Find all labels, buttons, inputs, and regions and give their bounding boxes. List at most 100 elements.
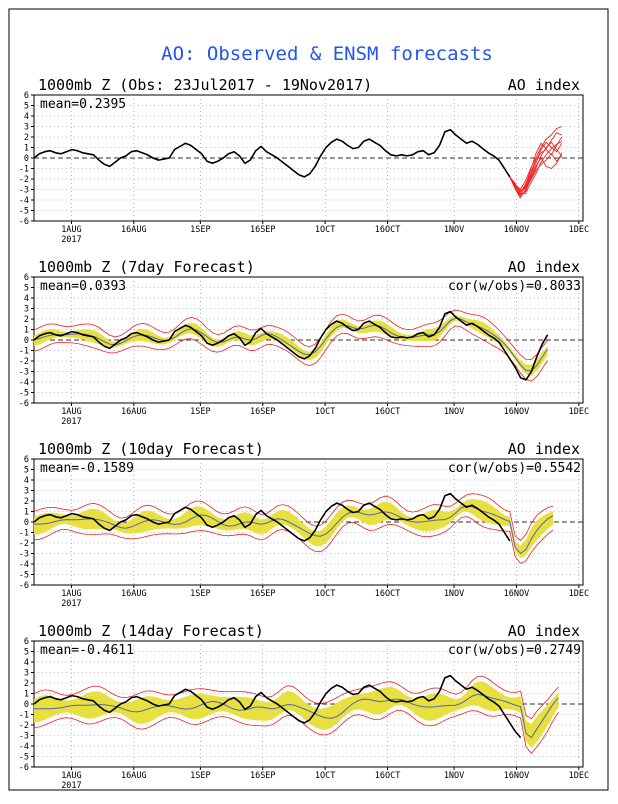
x-tick-label: 1OCT [315, 225, 335, 235]
y-tick-label: -4 [19, 560, 29, 570]
index-label: AO index [508, 258, 580, 276]
ensemble-max-line [33, 493, 554, 541]
x-tick-label: 16OCT [375, 589, 401, 599]
y-tick-label: 0 [24, 700, 29, 710]
y-tick-label: 2 [24, 133, 29, 143]
y-tick-label: 6 [24, 637, 29, 647]
x-tick-label: 16SEP [250, 407, 276, 417]
y-tick-label: -5 [19, 753, 29, 763]
x-tick-label: 1DEC [569, 225, 589, 235]
x-tick-label: 16SEP [250, 771, 276, 781]
observed-ao-line [33, 492, 511, 542]
ensemble-mean-line [34, 505, 554, 555]
y-tick-label: -1 [19, 529, 29, 539]
panel-1: 1000mb Z (Obs: 23Jul2017 - 19Nov2017) AO … [19, 76, 589, 245]
y-tick-label: 2 [24, 497, 29, 507]
figure-title: AO: Observed & ENSM forecasts [161, 43, 493, 65]
x-tick-label: 1OCT [315, 771, 335, 781]
x-tick-label: 1NOV [444, 589, 464, 599]
x-tick-label: 1NOV [444, 771, 464, 781]
y-tick-label: 3 [24, 123, 29, 133]
ensemble-mean-line [34, 693, 559, 739]
y-tick-label: -2 [19, 175, 29, 185]
y-tick-label: -5 [19, 389, 29, 399]
y-tick-label: 1 [24, 326, 29, 336]
y-tick-label: -4 [19, 196, 29, 206]
panel-3: 1000mb Z (10day Forecast) AO index 6543210… [19, 440, 589, 609]
ensemble-max-line [33, 309, 548, 360]
index-label: AO index [508, 76, 580, 94]
y-tick-label: 5 [24, 102, 29, 112]
panel-2: 1000mb Z (7day Forecast) AO index6543210-… [19, 258, 589, 427]
correlation-label: cor(w/obs)=0.2749 [448, 643, 581, 658]
y-tick-label: 1 [24, 508, 29, 518]
panel-title: 1000mb Z (7day Forecast) [38, 258, 255, 276]
y-tick-label: 2 [24, 679, 29, 689]
mean-label: mean=-0.1589 [40, 461, 134, 476]
y-tick-label: -1 [19, 347, 29, 357]
x-year-label: 2017 [61, 417, 81, 427]
y-tick-label: -5 [19, 207, 29, 217]
y-tick-label: 3 [24, 487, 29, 497]
y-tick-label: -4 [19, 378, 29, 388]
x-tick-label: 16AUG [121, 589, 147, 599]
y-tick-label: 2 [24, 315, 29, 325]
x-tick-label: 1AUG [61, 407, 81, 417]
correlation-label: cor(w/obs)=0.5542 [448, 461, 581, 476]
y-tick-label: 0 [24, 154, 29, 164]
x-tick-label: 16NOV [504, 589, 530, 599]
y-tick-label: 6 [24, 455, 29, 465]
x-tick-label: 1AUG [61, 589, 81, 599]
forecast-member-line [509, 126, 562, 191]
y-tick-label: -1 [19, 165, 29, 175]
x-tick-label: 1OCT [315, 589, 335, 599]
x-tick-label: 16AUG [121, 771, 147, 781]
x-tick-label: 1DEC [569, 771, 589, 781]
y-tick-label: 5 [24, 284, 29, 294]
y-tick-label: 3 [24, 669, 29, 679]
x-tick-label: 16NOV [504, 771, 530, 781]
mean-label: mean=0.2395 [40, 97, 126, 112]
y-tick-label: 4 [24, 658, 29, 668]
mean-label: mean=0.0393 [40, 279, 126, 294]
x-tick-label: 1SEP [190, 589, 210, 599]
x-tick-label: 16OCT [375, 407, 401, 417]
ensemble-spread [34, 499, 554, 559]
x-tick-label: 1SEP [190, 407, 210, 417]
ensemble-min-line [33, 325, 548, 382]
panel-title: 1000mb Z (Obs: 23Jul2017 - 19Nov2017) [38, 76, 372, 94]
x-tick-label: 1SEP [190, 225, 210, 235]
y-tick-label: -2 [19, 357, 29, 367]
ensemble-spread [34, 681, 559, 749]
mean-label: mean=-0.4611 [40, 643, 134, 658]
observed-ao-line [33, 128, 511, 178]
x-tick-label: 1NOV [444, 407, 464, 417]
x-tick-label: 16NOV [504, 407, 530, 417]
panel-title: 1000mb Z (14day Forecast) [38, 622, 264, 640]
x-tick-label: 16AUG [121, 407, 147, 417]
correlation-label: cor(w/obs)=0.8033 [448, 279, 581, 294]
x-tick-label: 16OCT [375, 771, 401, 781]
x-tick-label: 16NOV [504, 225, 530, 235]
panel-title: 1000mb Z (10day Forecast) [38, 440, 264, 458]
index-label: AO index [508, 440, 580, 458]
forecast-member-line [509, 152, 563, 199]
x-tick-label: 1AUG [61, 225, 81, 235]
y-tick-label: 4 [24, 294, 29, 304]
x-tick-label: 16SEP [250, 589, 276, 599]
x-tick-label: 16AUG [121, 225, 147, 235]
x-tick-label: 16OCT [375, 225, 401, 235]
forecast-member-line [509, 153, 563, 192]
y-tick-label: -3 [19, 186, 29, 196]
x-year-label: 2017 [61, 599, 81, 609]
x-tick-label: 1DEC [569, 407, 589, 417]
x-year-label: 2017 [61, 235, 81, 245]
y-tick-label: 6 [24, 91, 29, 101]
y-tick-label: 3 [24, 305, 29, 315]
y-tick-label: -6 [19, 763, 29, 773]
x-tick-label: 1OCT [315, 407, 335, 417]
y-tick-label: -2 [19, 539, 29, 549]
y-tick-label: 1 [24, 690, 29, 700]
